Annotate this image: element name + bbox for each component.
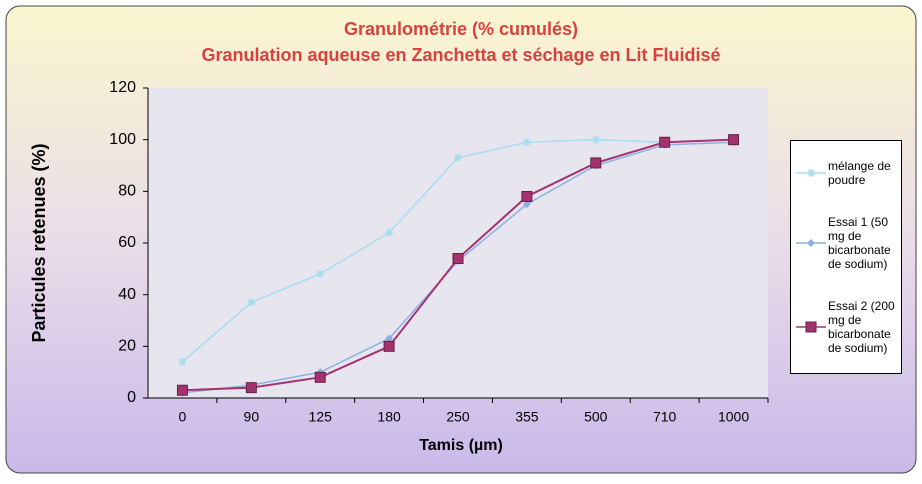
x-tick-label: 180 <box>377 409 401 425</box>
y-tick-label: 100 <box>109 131 136 148</box>
marker <box>314 371 326 383</box>
y-tick-label: 60 <box>118 234 136 251</box>
marker <box>522 138 531 147</box>
legend-swatch <box>796 169 826 177</box>
x-tick-label: 500 <box>584 409 608 425</box>
marker <box>521 191 533 202</box>
x-tick-label: 1000 <box>718 409 749 425</box>
marker <box>728 134 740 146</box>
marker <box>385 334 394 343</box>
plot-area <box>148 88 768 398</box>
marker <box>807 239 815 247</box>
marker <box>245 382 257 394</box>
y-tick-label: 40 <box>118 286 136 303</box>
y-tick-label: 20 <box>118 338 136 355</box>
legend-swatch <box>796 239 826 247</box>
marker <box>316 270 325 278</box>
x-tick-label: 250 <box>446 409 470 425</box>
legend-item: Essai 2 (200 mg de bicarbonate de sodium… <box>794 299 898 355</box>
marker <box>178 357 187 366</box>
marker <box>807 169 815 177</box>
legend-swatch <box>796 321 826 333</box>
chart-title: Granulométrie (% cumulés) <box>344 19 578 39</box>
legend-item: Essai 1 (50 mg de bicarbonate de sodium) <box>794 215 898 271</box>
x-tick-label: 0 <box>179 409 187 425</box>
marker <box>522 200 531 209</box>
marker <box>383 340 395 352</box>
x-tick-label: 125 <box>309 409 333 425</box>
marker <box>452 253 464 264</box>
legend-label: mélange de poudre <box>828 159 891 187</box>
marker <box>247 298 256 307</box>
legend: mélange de poudre Essai 1 (50 mg de bicar… <box>790 140 902 374</box>
x-tick-label: 90 <box>244 409 260 425</box>
marker <box>591 135 600 144</box>
x-tick-label: 710 <box>653 409 677 425</box>
y-tick-label: 80 <box>118 183 136 200</box>
legend-label: Essai 2 (200 mg de bicarbonate de sodium… <box>828 299 895 355</box>
y-tick-label: 0 <box>127 389 136 406</box>
marker <box>805 321 817 333</box>
y-tick-label: 120 <box>109 79 136 96</box>
legend-item: mélange de poudre <box>794 159 898 187</box>
marker <box>659 136 671 148</box>
marker <box>385 228 394 237</box>
marker <box>454 153 462 162</box>
legend-label: Essai 1 (50 mg de bicarbonate de sodium) <box>828 215 891 271</box>
y-axis-label: Particules retenues (%) <box>29 143 49 342</box>
marker <box>176 384 188 396</box>
chart-subtitle: Granulation aqueuse en Zanchetta et séch… <box>201 45 720 65</box>
marker <box>590 157 602 169</box>
x-axis-label: Tamis (µm) <box>419 437 503 454</box>
x-tick-label: 355 <box>515 409 539 425</box>
